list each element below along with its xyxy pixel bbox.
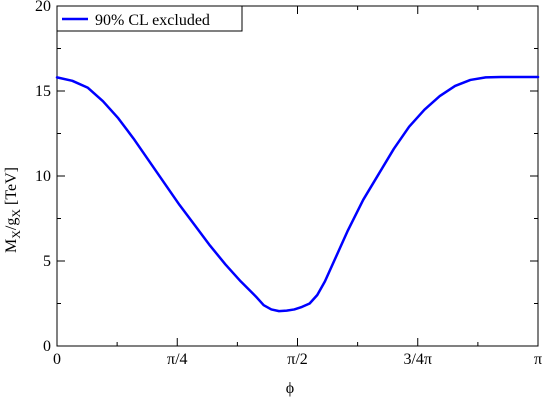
y-tick-label: 15: [35, 83, 51, 100]
x-tick-label: π/4: [167, 351, 188, 368]
plot-frame: [56, 5, 539, 347]
series-line: [55, 75, 540, 313]
x-tick-label: 3/4π: [403, 351, 432, 368]
legend: 90% CL excluded: [56, 5, 243, 32]
y-axis-ticks: 0 5 10 15 20: [35, 0, 538, 355]
legend-label: 90% CL excluded: [95, 12, 210, 29]
x-axis-title: ϕ: [286, 380, 294, 397]
x-tick-label: π/2: [287, 351, 308, 368]
y-tick-label: 10: [35, 168, 51, 185]
x-tick-label: π: [534, 351, 542, 368]
y-axis-title: MX/gX [TeV]: [3, 167, 23, 253]
y-tick-label: 20: [35, 0, 51, 15]
y-tick-label: 5: [43, 253, 51, 270]
x-axis-ticks: 0 π/4 π/2 3/4π π: [53, 6, 542, 368]
y-tick-label: 0: [43, 338, 51, 355]
x-tick-label: 0: [53, 351, 61, 368]
